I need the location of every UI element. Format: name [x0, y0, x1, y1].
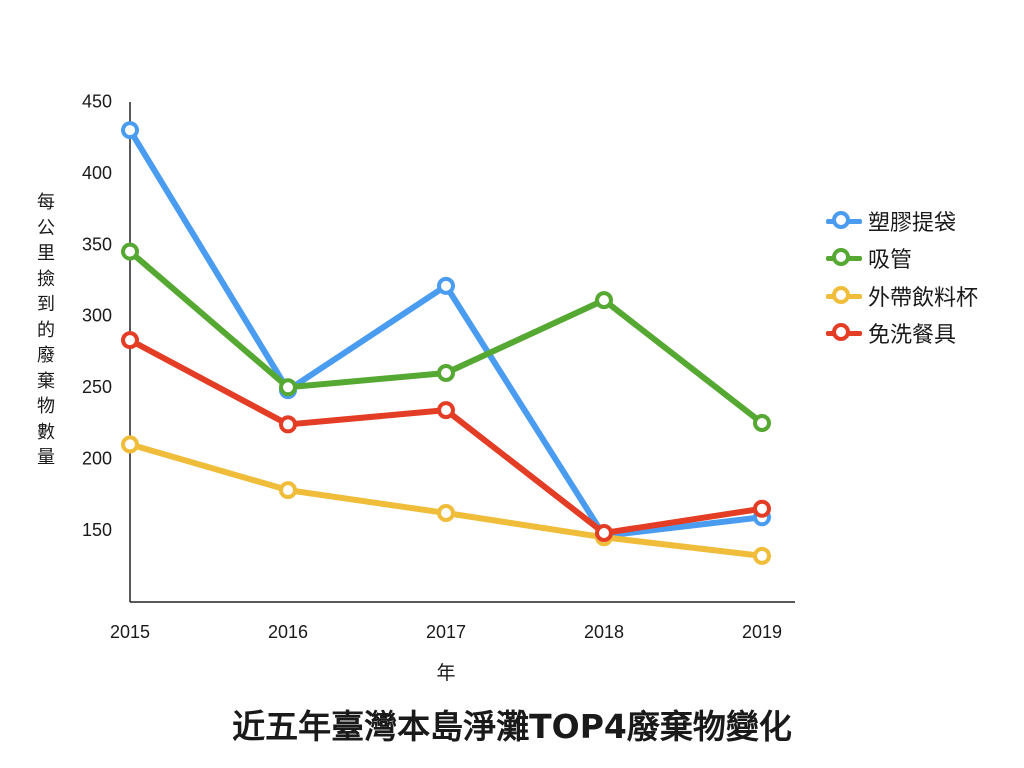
data-point [121, 331, 139, 350]
y-tick-label: 200 [82, 449, 112, 469]
data-point [753, 413, 771, 432]
y-axis-label-char: 廢 [37, 345, 55, 366]
y-axis-label-char: 棄 [37, 370, 55, 392]
x-axis-label: 年 [436, 662, 456, 684]
data-point [279, 481, 297, 500]
chart-axes [129, 102, 795, 603]
chart-title: 近五年臺灣本島淨灘TOP4廢棄物變化 [232, 707, 792, 746]
legend-label: 外帶飲料杯 [868, 285, 979, 311]
data-point [279, 378, 297, 397]
x-tick-label: 2016 [268, 622, 308, 642]
y-axis-label-char: 撿 [37, 268, 55, 290]
legend-marker [826, 285, 862, 306]
y-axis-label-char: 量 [37, 447, 55, 468]
x-tick-label: 2017 [426, 622, 466, 642]
data-point [753, 499, 771, 518]
legend-label: 免洗餐具 [868, 323, 957, 349]
data-point [121, 121, 139, 140]
data-point [437, 363, 455, 382]
y-axis-label-char: 數 [37, 421, 55, 443]
legend-label: 塑膠提袋 [868, 210, 957, 236]
x-tick-label: 2019 [742, 622, 782, 642]
y-tick-labels: 150 200 250 300 350 400 450 [82, 91, 112, 540]
data-point [437, 276, 455, 295]
series-group [121, 121, 771, 565]
y-axis-label-char: 的 [37, 319, 55, 341]
series-line [127, 441, 765, 559]
y-axis-label-char: 每 [37, 192, 55, 213]
legend-item: 免洗餐具 [826, 315, 978, 353]
y-axis-label-char: 物 [37, 396, 55, 417]
data-point [279, 415, 297, 434]
x-tick-labels: 2015 2016 2017 2018 2019 [110, 622, 782, 642]
data-point [753, 546, 771, 565]
y-axis-label-char: 公 [37, 217, 55, 239]
data-point [121, 242, 139, 261]
y-tick-label: 250 [82, 377, 112, 397]
data-point [595, 291, 613, 310]
y-axis-label: 每公里撿到的廢棄物數量 [34, 190, 58, 471]
legend-marker [826, 248, 862, 268]
data-point [595, 523, 613, 542]
x-tick-label: 2015 [110, 622, 150, 642]
legend-label: 吸管 [868, 248, 913, 274]
x-tick-label: 2018 [584, 622, 624, 642]
legend: 塑膠提袋吸管外帶飲料杯免洗餐具 [826, 202, 978, 352]
y-axis-label-char: 里 [37, 243, 55, 264]
data-point [121, 435, 139, 454]
y-tick-label: 400 [82, 163, 112, 183]
y-tick-label: 150 [82, 520, 112, 540]
y-tick-label: 350 [82, 234, 112, 254]
legend-marker [826, 323, 862, 343]
y-axis-label-char: 到 [37, 294, 55, 315]
legend-marker [826, 210, 862, 231]
legend-item: 外帶飲料杯 [826, 277, 978, 315]
legend-item: 吸管 [826, 240, 978, 278]
legend-item: 塑膠提袋 [826, 202, 978, 240]
data-point [437, 503, 455, 522]
data-point [437, 401, 455, 420]
y-tick-label: 450 [82, 91, 112, 111]
y-tick-label: 300 [82, 306, 112, 326]
